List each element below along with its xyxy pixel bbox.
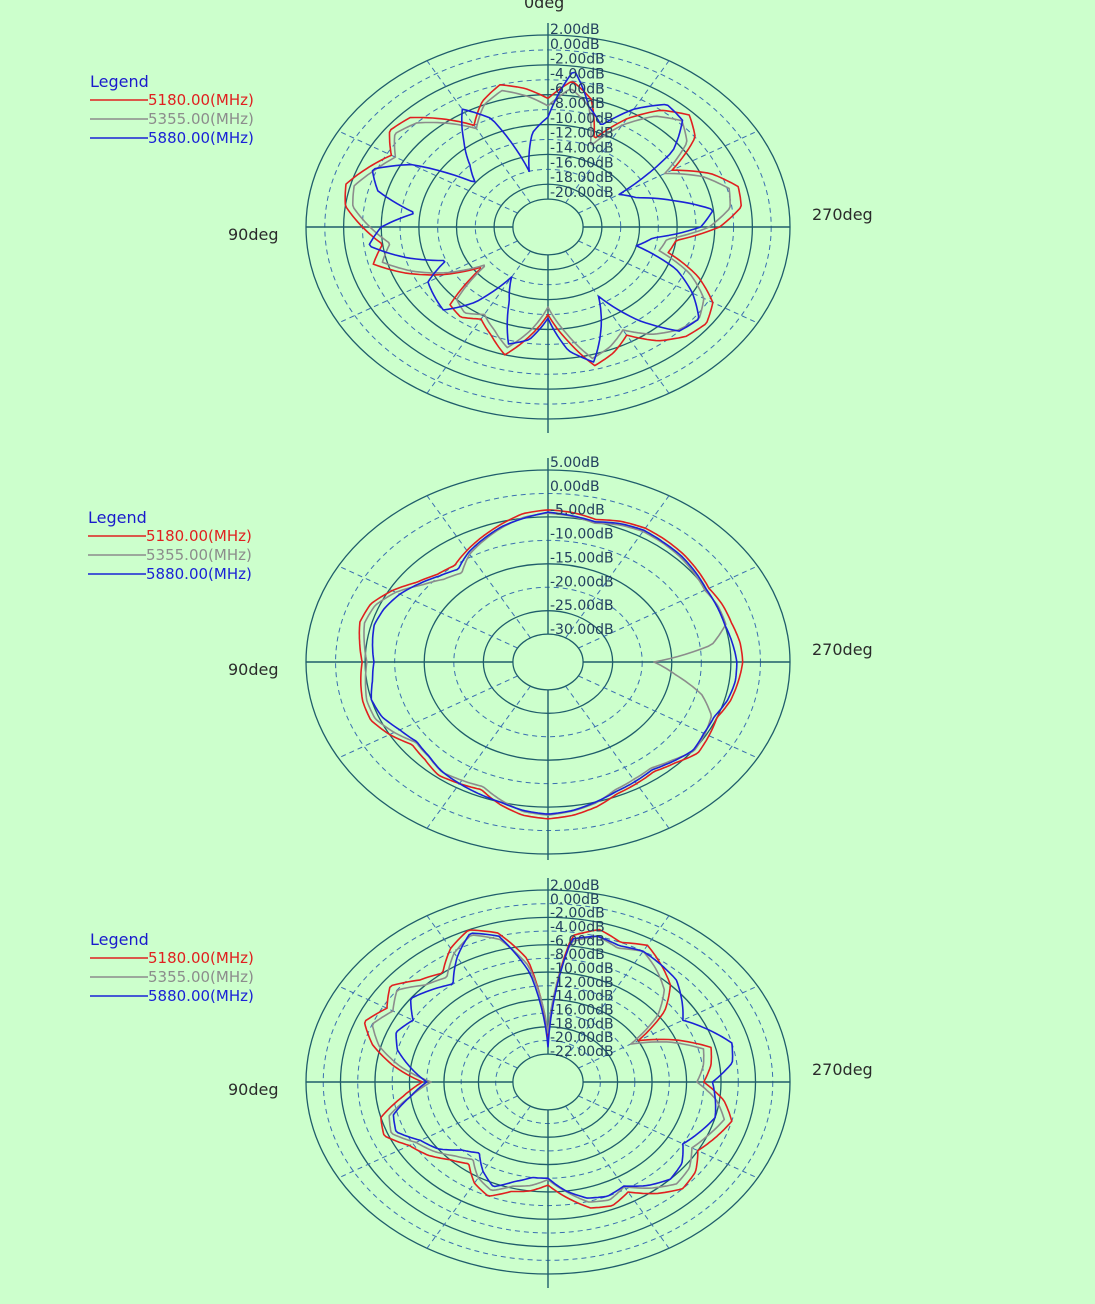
angle-label-left: 90deg	[228, 225, 279, 244]
trace-5180.00(MHz)	[344, 81, 743, 367]
polar-chart-panel-1: 2.00dB 0.00dB -2.00dB -4.00dB -6.00dB -8.00dB…	[0, 0, 1095, 440]
trace-5355.00(MHz)	[363, 512, 727, 816]
radial-tick-label: -20.00dB	[550, 1030, 614, 1046]
grid-spoke	[578, 1095, 758, 1179]
radial-tick-label: -10.00dB	[550, 961, 614, 977]
center-hub	[512, 198, 584, 256]
radial-tick-label: -6.00dB	[550, 933, 605, 949]
angle-label-left: 90deg	[228, 1080, 279, 1099]
grid-spoke	[426, 915, 531, 1059]
radial-tick-label: 2.00dB	[550, 22, 600, 38]
polar-chart-1: 2.00dB0.00dB-2.00dB-4.00dB-6.00dB-8.00dB…	[90, 0, 873, 433]
radial-tick-label: -18.00dB	[550, 1016, 614, 1032]
grid-spoke	[338, 130, 518, 214]
radial-tick-label: -8.00dB	[550, 947, 605, 963]
radial-tick-label: -10.00dB	[550, 111, 614, 127]
polar-chart-3: 2.00dB0.00dB-2.00dB-4.00dB-6.00dB-8.00dB…	[90, 878, 873, 1288]
legend-entry: 5355.00(MHz)	[146, 546, 252, 564]
grid-spoke	[338, 1095, 518, 1179]
radial-tick-label: -30.00dB	[550, 622, 614, 638]
radial-tick-label: 0.00dB	[550, 479, 600, 495]
radial-tick-label: -10.00dB	[550, 527, 614, 543]
radial-tick-label: -22.00dB	[550, 1044, 614, 1060]
trace-5355.00(MHz)	[371, 934, 726, 1203]
radial-tick-label: -2.00dB	[550, 906, 605, 922]
trace-5180.00(MHz)	[358, 509, 744, 820]
grid-spoke	[338, 565, 518, 649]
legend-entry: 5180.00(MHz)	[146, 527, 252, 545]
radial-tick-label: -12.00dB	[550, 975, 614, 991]
grid-spoke	[338, 240, 518, 324]
grid-spoke	[338, 985, 518, 1069]
angle-label-left: 90deg	[228, 660, 279, 679]
grid-spoke	[565, 915, 670, 1059]
radial-tick-label: 0.00dB	[550, 892, 600, 908]
angle-label-top: 0deg	[524, 0, 564, 12]
polar-chart-2: 5.00dB 0.00dB -5.00dB -10.00dB -15.00dB -20.0…	[88, 455, 873, 860]
radial-tick-label: -12.00dB	[550, 126, 614, 142]
radial-tick-label: -8.00dB	[550, 96, 605, 112]
radial-tick-label: -18.00dB	[550, 170, 614, 186]
trace-5880.00(MHz)	[370, 511, 738, 815]
legend-entry: 5880.00(MHz)	[148, 129, 254, 147]
angle-label-right: 270deg	[812, 640, 873, 659]
angle-label-right: 270deg	[812, 205, 873, 224]
grid-spoke	[338, 675, 518, 759]
center-hub	[512, 1053, 584, 1111]
grid-spoke	[426, 60, 531, 204]
legend-entry: 5880.00(MHz)	[146, 565, 252, 583]
trace-5880.00(MHz)	[368, 71, 714, 363]
legend-entry: 5355.00(MHz)	[148, 968, 254, 986]
grid-spoke	[578, 240, 758, 324]
legend-entry: 5180.00(MHz)	[148, 91, 254, 109]
radial-tick-label: -2.00dB	[550, 52, 605, 68]
grid-spoke	[565, 60, 670, 204]
radial-tick-label: -25.00dB	[550, 598, 614, 614]
radial-tick-label: -20.00dB	[550, 185, 614, 201]
radial-tick-label: -16.00dB	[550, 1003, 614, 1019]
legend-title: Legend	[90, 930, 149, 949]
radial-tick-label: 5.00dB	[550, 455, 600, 471]
grid-spoke	[578, 130, 758, 214]
angle-label-right: 270deg	[812, 1060, 873, 1079]
legend-entry: 5880.00(MHz)	[148, 987, 254, 1005]
grid-spoke	[426, 1105, 531, 1249]
grid-spoke	[578, 565, 758, 649]
radial-tick-label: -14.00dB	[550, 141, 614, 157]
grid-spoke	[565, 250, 670, 394]
grid-spoke	[426, 250, 531, 394]
radial-tick-label: -14.00dB	[550, 989, 614, 1005]
radial-tick-label: 0.00dB	[550, 37, 600, 53]
radial-tick-label: -6.00dB	[550, 81, 605, 97]
trace-5180.00(MHz)	[363, 928, 733, 1209]
grid-spoke	[565, 685, 670, 829]
grid-spoke	[565, 495, 670, 639]
grid-spoke	[426, 685, 531, 829]
legend-title: Legend	[90, 72, 149, 91]
legend-entry: 5180.00(MHz)	[148, 949, 254, 967]
polar-chart-panel-3: 2.00dB 0.00dB -2.00dB -4.00dB -6.00dB -8.00dB…	[0, 860, 1095, 1304]
legend-entry: 5355.00(MHz)	[148, 110, 254, 128]
radial-tick-label: -5.00dB	[550, 503, 605, 519]
legend-title: Legend	[88, 508, 147, 527]
radial-tick-label: -4.00dB	[550, 920, 605, 936]
trace-5355.00(MHz)	[351, 88, 732, 360]
grid-spoke	[578, 675, 758, 759]
grid-spoke	[578, 985, 758, 1069]
grid-spoke	[565, 1105, 670, 1249]
polar-chart-panel-2: 5.00dB 0.00dB -5.00dB -10.00dB -15.00dB -20.0…	[0, 440, 1095, 860]
grid-spoke	[426, 495, 531, 639]
radial-tick-label: -20.00dB	[550, 574, 614, 590]
center-hub	[512, 633, 584, 691]
radial-tick-label: 2.00dB	[550, 878, 600, 894]
radial-tick-label: -15.00dB	[550, 550, 614, 566]
trace-5880.00(MHz)	[392, 932, 734, 1199]
radial-tick-label: -4.00dB	[550, 66, 605, 82]
radial-tick-label: -16.00dB	[550, 155, 614, 171]
